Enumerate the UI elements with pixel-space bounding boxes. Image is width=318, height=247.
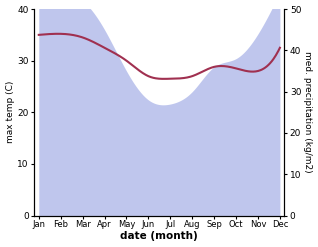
X-axis label: date (month): date (month) [121,231,198,242]
Y-axis label: max temp (C): max temp (C) [5,81,15,144]
Y-axis label: med. precipitation (kg/m2): med. precipitation (kg/m2) [303,51,313,173]
